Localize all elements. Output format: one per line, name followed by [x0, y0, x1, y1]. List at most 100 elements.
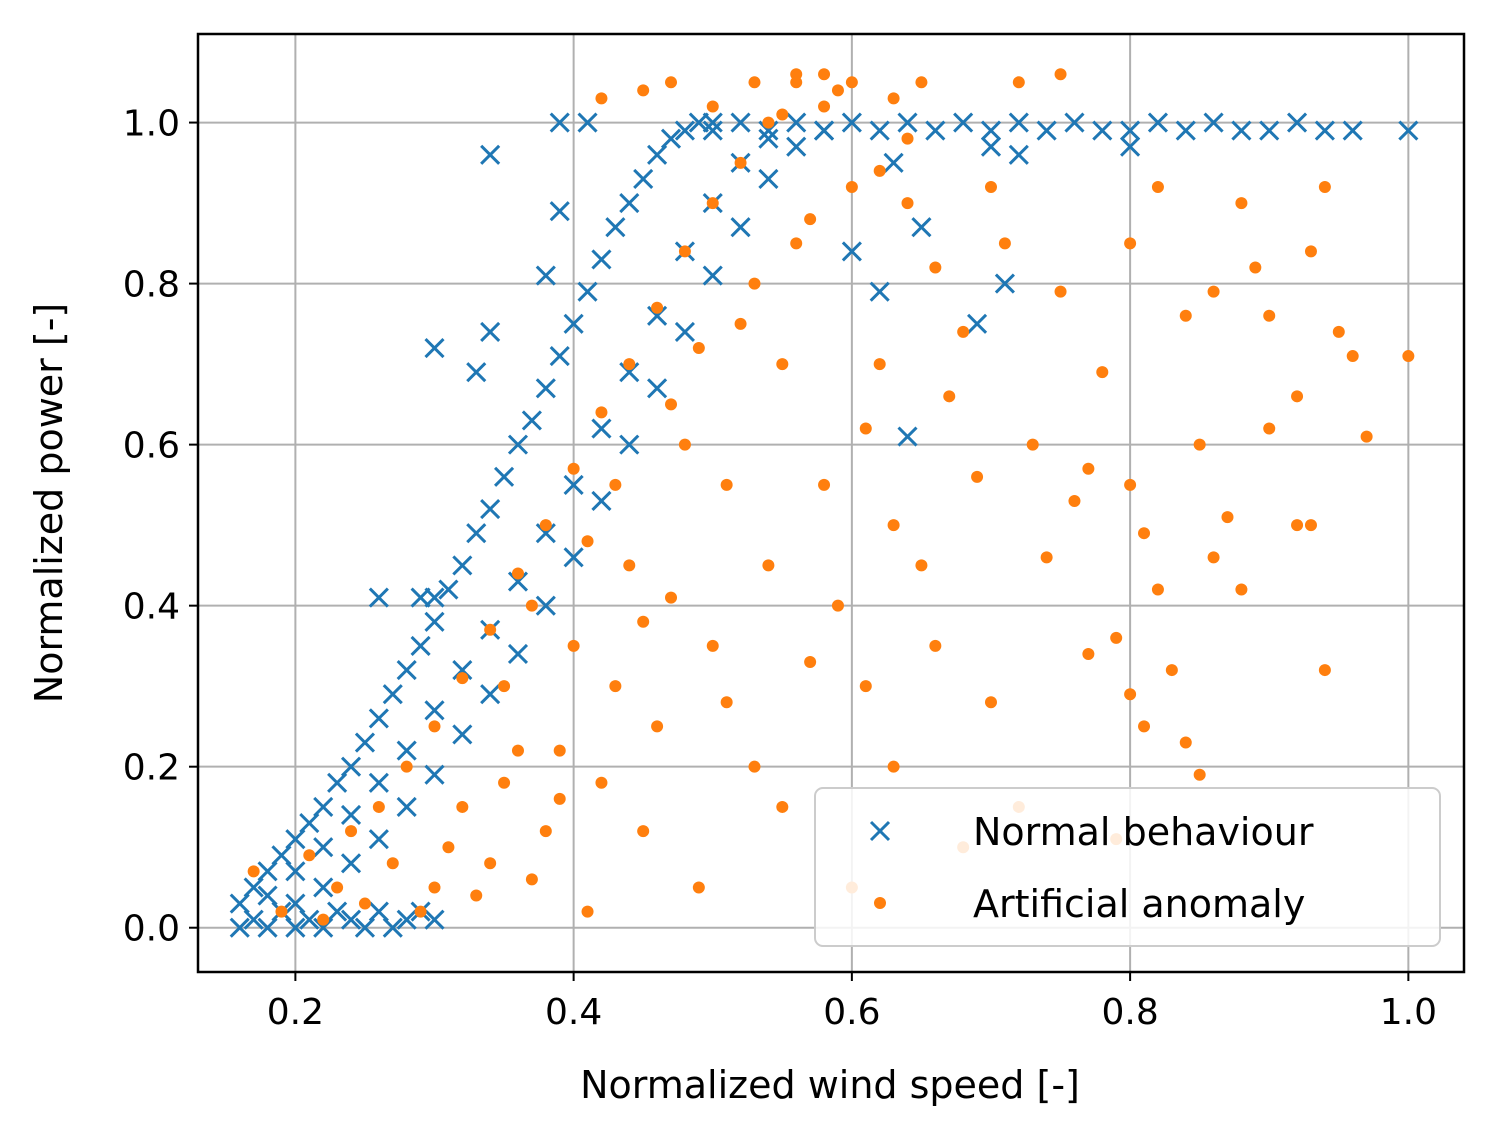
- point-anomaly: [957, 325, 970, 338]
- point-normal: [1064, 112, 1085, 133]
- point-normal: [466, 523, 487, 544]
- point-anomaly: [637, 825, 650, 838]
- x-tick-label: 1.0: [1380, 992, 1437, 1033]
- point-anomaly: [901, 132, 914, 145]
- y-tick-label: 0.8: [123, 265, 180, 306]
- point-normal: [368, 587, 389, 608]
- point-anomaly: [553, 792, 566, 805]
- legend-box: [814, 787, 1441, 947]
- point-normal: [313, 877, 334, 898]
- point-normal: [633, 168, 654, 189]
- point-normal: [424, 587, 445, 608]
- point-anomaly: [372, 800, 385, 813]
- point-normal: [897, 112, 918, 133]
- point-anomaly: [345, 825, 358, 838]
- point-normal: [1231, 120, 1252, 141]
- point-anomaly: [609, 680, 622, 693]
- point-anomaly: [595, 406, 608, 419]
- point-normal: [1175, 120, 1196, 141]
- point-normal: [382, 684, 403, 705]
- point-anomaly: [539, 519, 552, 532]
- point-normal: [1203, 112, 1224, 133]
- point-anomaly: [762, 559, 775, 572]
- point-normal: [452, 555, 473, 576]
- point-normal: [758, 120, 779, 141]
- point-normal: [869, 281, 890, 302]
- point-anomaly: [317, 913, 330, 926]
- point-normal: [299, 812, 320, 834]
- point-normal: [1314, 120, 1335, 141]
- point-normal: [1342, 120, 1363, 141]
- point-normal: [382, 917, 403, 938]
- point-normal: [313, 837, 334, 858]
- point-anomaly: [456, 800, 469, 813]
- point-normal: [340, 909, 362, 930]
- point-anomaly: [665, 591, 678, 604]
- point-anomaly: [414, 905, 427, 918]
- point-normal: [897, 426, 918, 447]
- point-normal: [758, 168, 779, 189]
- point-normal: [313, 917, 334, 938]
- point-normal: [1286, 112, 1308, 133]
- point-anomaly: [525, 599, 538, 612]
- point-normal: [535, 595, 556, 616]
- point-normal: [549, 345, 570, 367]
- point-normal: [424, 700, 445, 721]
- point-anomaly: [511, 567, 524, 580]
- point-normal: [563, 547, 584, 568]
- point-normal: [1398, 120, 1419, 141]
- point-normal: [229, 893, 250, 914]
- point-normal: [368, 772, 389, 793]
- point-normal: [480, 321, 501, 342]
- point-normal: [535, 378, 556, 399]
- point-anomaly: [901, 197, 914, 210]
- point-anomaly: [748, 76, 761, 89]
- y-tick-label: 0.4: [123, 587, 180, 628]
- point-normal: [702, 120, 723, 141]
- point-anomaly: [692, 342, 705, 355]
- point-normal: [883, 152, 904, 173]
- point-anomaly: [790, 68, 803, 81]
- point-anomaly: [1068, 494, 1081, 507]
- point-anomaly: [623, 559, 636, 572]
- point-normal: [368, 829, 389, 850]
- point-anomaly: [637, 84, 650, 97]
- point-anomaly: [595, 92, 608, 105]
- point-anomaly: [915, 76, 928, 89]
- point-normal: [953, 112, 974, 133]
- point-anomaly: [428, 720, 441, 733]
- point-anomaly: [845, 180, 858, 193]
- point-normal: [577, 112, 598, 133]
- point-anomaly: [303, 849, 316, 862]
- point-normal: [1120, 136, 1141, 157]
- point-normal: [967, 313, 988, 334]
- point-normal: [452, 724, 473, 745]
- point-normal: [494, 466, 515, 487]
- point-anomaly: [762, 116, 775, 129]
- point-normal: [424, 337, 445, 359]
- point-anomaly: [1249, 261, 1262, 274]
- point-normal: [841, 112, 862, 133]
- point-normal: [396, 660, 417, 681]
- point-normal: [340, 756, 362, 777]
- point-anomaly: [1110, 631, 1123, 644]
- point-anomaly: [498, 680, 511, 693]
- point-anomaly: [1124, 237, 1137, 250]
- x-axis-label: Normalized wind speed [-]: [580, 1063, 1080, 1107]
- point-normal: [786, 136, 807, 157]
- point-anomaly: [776, 358, 789, 371]
- point-anomaly: [929, 261, 942, 274]
- point-normal: [1036, 120, 1057, 141]
- plot-frame: [196, 32, 1466, 974]
- point-anomaly: [539, 825, 552, 838]
- legend-marker-anomaly: [874, 897, 886, 909]
- point-normal: [702, 112, 723, 133]
- point-anomaly: [1082, 647, 1095, 660]
- point-anomaly: [442, 841, 455, 854]
- point-anomaly: [929, 639, 942, 652]
- point-normal: [285, 829, 306, 850]
- point-normal: [340, 853, 362, 874]
- point-normal: [396, 909, 417, 930]
- point-anomaly: [1165, 664, 1178, 677]
